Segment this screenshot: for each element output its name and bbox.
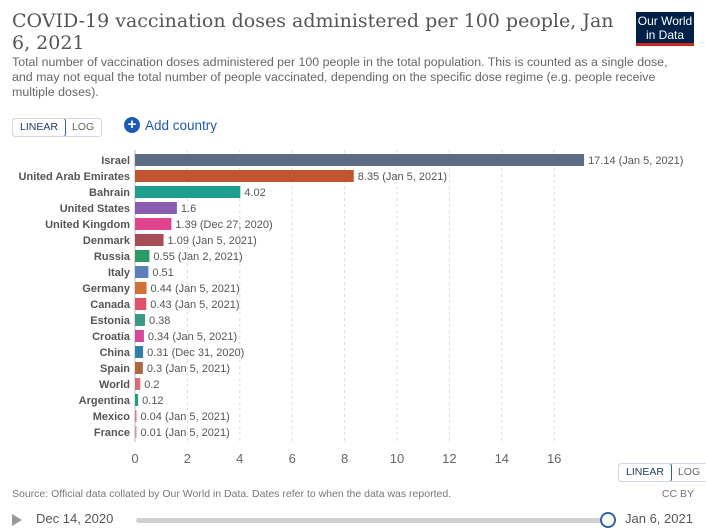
value-label-croatia: 0.34 (Jan 5, 2021) (148, 331, 237, 343)
bar-denmark (135, 234, 164, 246)
value-label-estonia: 0.38 (149, 315, 170, 327)
category-label-france: France (94, 427, 130, 439)
timeline-handle[interactable] (600, 512, 616, 528)
category-label-world: World (99, 379, 130, 391)
category-label-croatia: Croatia (92, 331, 131, 343)
value-label-spain: 0.3 (Jan 5, 2021) (147, 363, 230, 375)
category-label-mexico: Mexico (93, 411, 131, 423)
log-scale-button[interactable]: LOG (71, 121, 95, 133)
value-label-united-arab-emirates: 8.35 (Jan 5, 2021) (358, 171, 447, 183)
bar-russia (135, 250, 150, 262)
category-label-united-arab-emirates: United Arab Emirates (19, 171, 130, 183)
scale-toggle-top: LINEAR LOG (12, 118, 103, 137)
value-label-canada: 0.43 (Jan 5, 2021) (150, 299, 239, 311)
value-label-russia: 0.55 (Jan 2, 2021) (153, 251, 242, 263)
x-tick-label-2: 2 (184, 451, 191, 466)
bar-france (135, 426, 137, 438)
logo-line-2: in Data (645, 28, 685, 42)
category-label-denmark: Denmark (83, 235, 131, 247)
bar-israel (135, 154, 585, 166)
timeline-end-label: Jan 6, 2021 (625, 511, 693, 526)
category-label-united-kingdom: United Kingdom (45, 219, 130, 231)
x-tick-label-4: 4 (236, 451, 243, 466)
timeline-track[interactable] (136, 518, 608, 523)
bar-world (135, 378, 141, 390)
license-link[interactable]: CC BY (661, 488, 694, 500)
bar-mexico (135, 410, 137, 422)
bar-china (135, 346, 144, 358)
x-tick-label-0: 0 (131, 451, 138, 466)
play-icon[interactable] (12, 514, 22, 526)
value-label-france: 0.01 (Jan 5, 2021) (141, 427, 230, 439)
chart-subtitle: Total number of vaccination doses admini… (12, 55, 668, 99)
owid-logo[interactable]: Our World in Data (636, 12, 694, 46)
timeline-start-label: Dec 14, 2020 (36, 511, 114, 526)
category-label-italy: Italy (108, 267, 131, 279)
value-label-bahrain: 4.02 (244, 187, 265, 199)
add-country-button[interactable]: + Add country (124, 117, 217, 133)
x-tick-label-10: 10 (390, 451, 404, 466)
category-label-estonia: Estonia (90, 315, 131, 327)
plus-circle-icon: + (124, 117, 140, 133)
bar-argentina (135, 394, 139, 406)
bar-canada (135, 298, 147, 310)
category-label-russia: Russia (94, 251, 131, 263)
category-label-canada: Canada (90, 299, 131, 311)
x-tick-label-8: 8 (341, 451, 348, 466)
add-country-label: Add country (145, 117, 218, 133)
bar-united-kingdom (135, 218, 172, 230)
category-label-bahrain: Bahrain (89, 187, 130, 199)
value-label-germany: 0.44 (Jan 5, 2021) (151, 283, 240, 295)
value-label-china: 0.31 (Dec 31, 2020) (147, 347, 244, 359)
bar-united-arab-emirates (135, 170, 354, 182)
bar-italy (135, 266, 149, 278)
x-tick-label-16: 16 (547, 451, 561, 466)
source-note: Source: Official data collated by Our Wo… (12, 488, 452, 500)
x-tick-label-14: 14 (495, 451, 509, 466)
timeline: Dec 14, 2020 Jan 6, 2021 (0, 508, 706, 529)
x-tick-label-6: 6 (289, 451, 296, 466)
bar-united-states (135, 202, 177, 214)
value-label-israel: 17.14 (Jan 5, 2021) (588, 155, 683, 167)
bar-estonia (135, 314, 145, 326)
chart-title: COVID-19 vaccination doses administered … (12, 10, 614, 54)
linear-scale-button[interactable]: LINEAR (13, 119, 66, 136)
bar-germany (135, 282, 147, 294)
value-label-argentina: 0.12 (142, 395, 163, 407)
log-scale-button-bottom[interactable]: LOG (677, 466, 701, 478)
value-label-united-kingdom: 1.39 (Dec 27, 2020) (175, 219, 272, 231)
category-label-united-states: United States (60, 203, 130, 215)
category-label-spain: Spain (100, 363, 130, 375)
category-label-china: China (99, 347, 130, 359)
bar-croatia (135, 330, 144, 342)
bar-spain (135, 362, 143, 374)
category-label-argentina: Argentina (79, 395, 131, 407)
linear-scale-button-bottom[interactable]: LINEAR (619, 464, 672, 481)
value-label-world: 0.2 (144, 379, 159, 391)
x-tick-label-12: 12 (442, 451, 456, 466)
logo-line-1: Our World (637, 14, 693, 28)
value-label-mexico: 0.04 (Jan 5, 2021) (141, 411, 230, 423)
value-label-italy: 0.51 (152, 267, 173, 279)
category-label-germany: Germany (82, 283, 131, 295)
value-label-united-states: 1.6 (181, 203, 196, 215)
scale-toggle-bottom: LINEAR LOG (618, 463, 706, 482)
bar-chart: 0 2 4 6 8 10 12 14 16 Israel 17.14 (Jan 5, 2021) Un… (19, 150, 683, 466)
bar-bahrain (135, 186, 241, 198)
value-label-denmark: 1.09 (Jan 5, 2021) (168, 235, 257, 247)
category-label-israel: Israel (101, 155, 130, 167)
